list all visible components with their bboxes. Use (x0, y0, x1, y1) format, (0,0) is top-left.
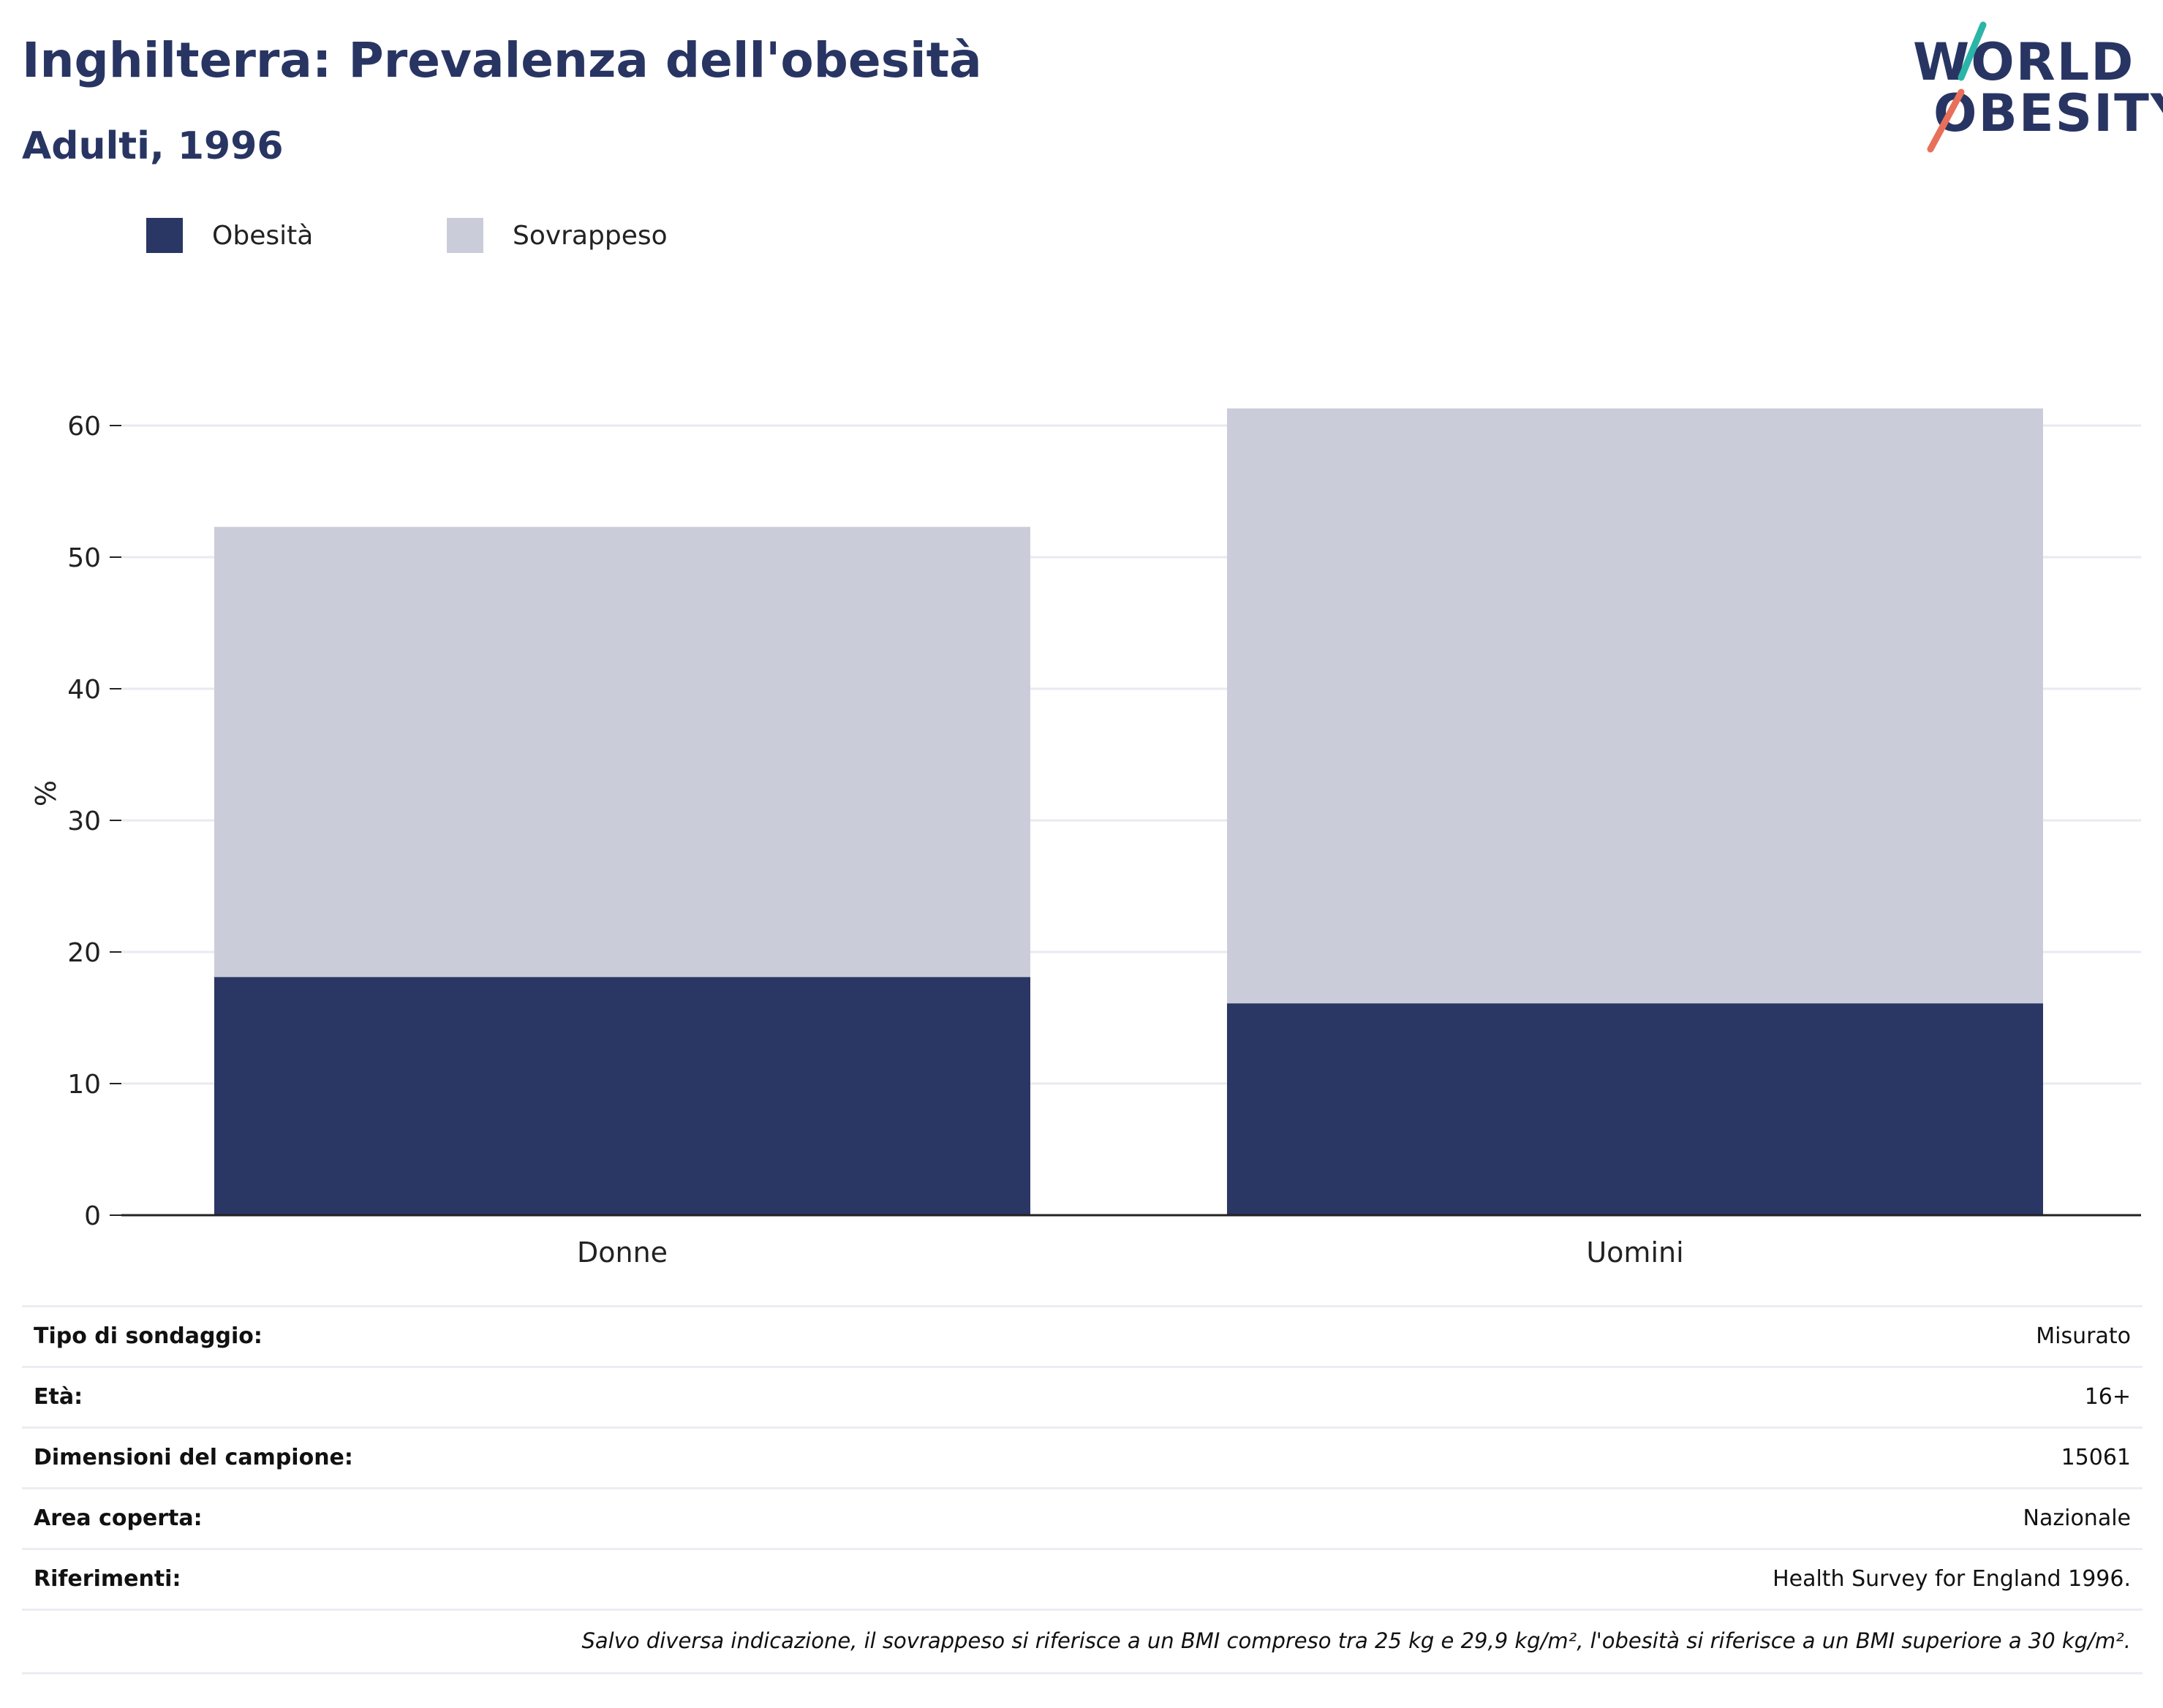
info-row: Età: 16+ (22, 1366, 2143, 1427)
x-axis-labels: Donne Uomini (577, 1236, 1684, 1269)
info-label: Riferimenti: (34, 1566, 181, 1592)
legend-item-sovrappeso[interactable]: Sovrappeso (447, 216, 668, 254)
info-label: Area coperta: (34, 1505, 203, 1531)
info-row: Tipo di sondaggio: Misurato (22, 1305, 2143, 1366)
bar-chart: 0 10 20 30 40 50 60 Donne Uomini % (30, 408, 2141, 1269)
y-tick-label: 20 (67, 938, 101, 968)
info-row: Riferimenti: Health Survey for England 19… (22, 1548, 2143, 1609)
legend-item-obesita[interactable]: Obesità (146, 216, 313, 254)
bmi-footnote-row: Salvo diversa indicazione, il sovrappeso… (22, 1609, 2143, 1674)
logo-line-2: OBESITY (1933, 83, 2163, 143)
y-axis-label: % (30, 780, 62, 806)
chart-subtitle: Adulti, 1996 (22, 124, 284, 168)
y-tick-label: 40 (67, 675, 101, 705)
y-tick-label: 50 (67, 543, 101, 573)
x-tick-label: Uomini (1586, 1236, 1683, 1269)
legend-label-obesita: Obesità (212, 220, 314, 251)
info-row: Dimensioni del campione: 15061 (22, 1427, 2143, 1487)
info-value: 16+ (2084, 1384, 2131, 1410)
bar-donne-obesita[interactable] (214, 977, 1030, 1215)
bars (214, 408, 2043, 1215)
info-value: Misurato (2036, 1323, 2131, 1349)
logo-slash-icon (1927, 21, 1987, 153)
info-value: 15061 (2061, 1445, 2131, 1470)
y-tick-label: 30 (67, 806, 101, 836)
info-value: Health Survey for England 1996. (1773, 1566, 2131, 1592)
info-row: Area coperta: Nazionale (22, 1487, 2143, 1548)
bmi-footnote: Salvo diversa indicazione, il sovrappeso… (581, 1628, 2131, 1653)
legend-swatch-sovrappeso (447, 218, 483, 253)
info-label: Dimensioni del campione: (34, 1445, 353, 1470)
bar-uomini-sovrappeso[interactable] (1227, 408, 2043, 1004)
y-tick-label: 10 (67, 1070, 101, 1100)
legend-label-sovrappeso: Sovrappeso (513, 220, 668, 251)
info-label: Tipo di sondaggio: (34, 1323, 263, 1349)
bar-uomini-obesita[interactable] (1227, 1003, 2043, 1215)
bar-donne-sovrappeso[interactable] (214, 526, 1030, 978)
world-obesity-logo: WORLD OBESITY (1901, 20, 2163, 159)
logo-line-1: WORLD (1913, 32, 2135, 92)
legend-swatch-obesita (146, 218, 183, 253)
chart-title: Inghilterra: Prevalenza dell'obesità (22, 32, 982, 88)
info-value: Nazionale (2023, 1505, 2131, 1531)
info-label: Età: (34, 1384, 83, 1410)
x-tick-label: Donne (577, 1236, 668, 1269)
y-tick-label: 60 (67, 412, 101, 442)
y-axis-ticks: 0 10 20 30 40 50 60 (67, 412, 121, 1231)
y-tick-label: 0 (84, 1201, 101, 1231)
survey-info-table: Tipo di sondaggio: Misurato Età: 16+ Dimensi… (22, 1305, 2143, 1674)
